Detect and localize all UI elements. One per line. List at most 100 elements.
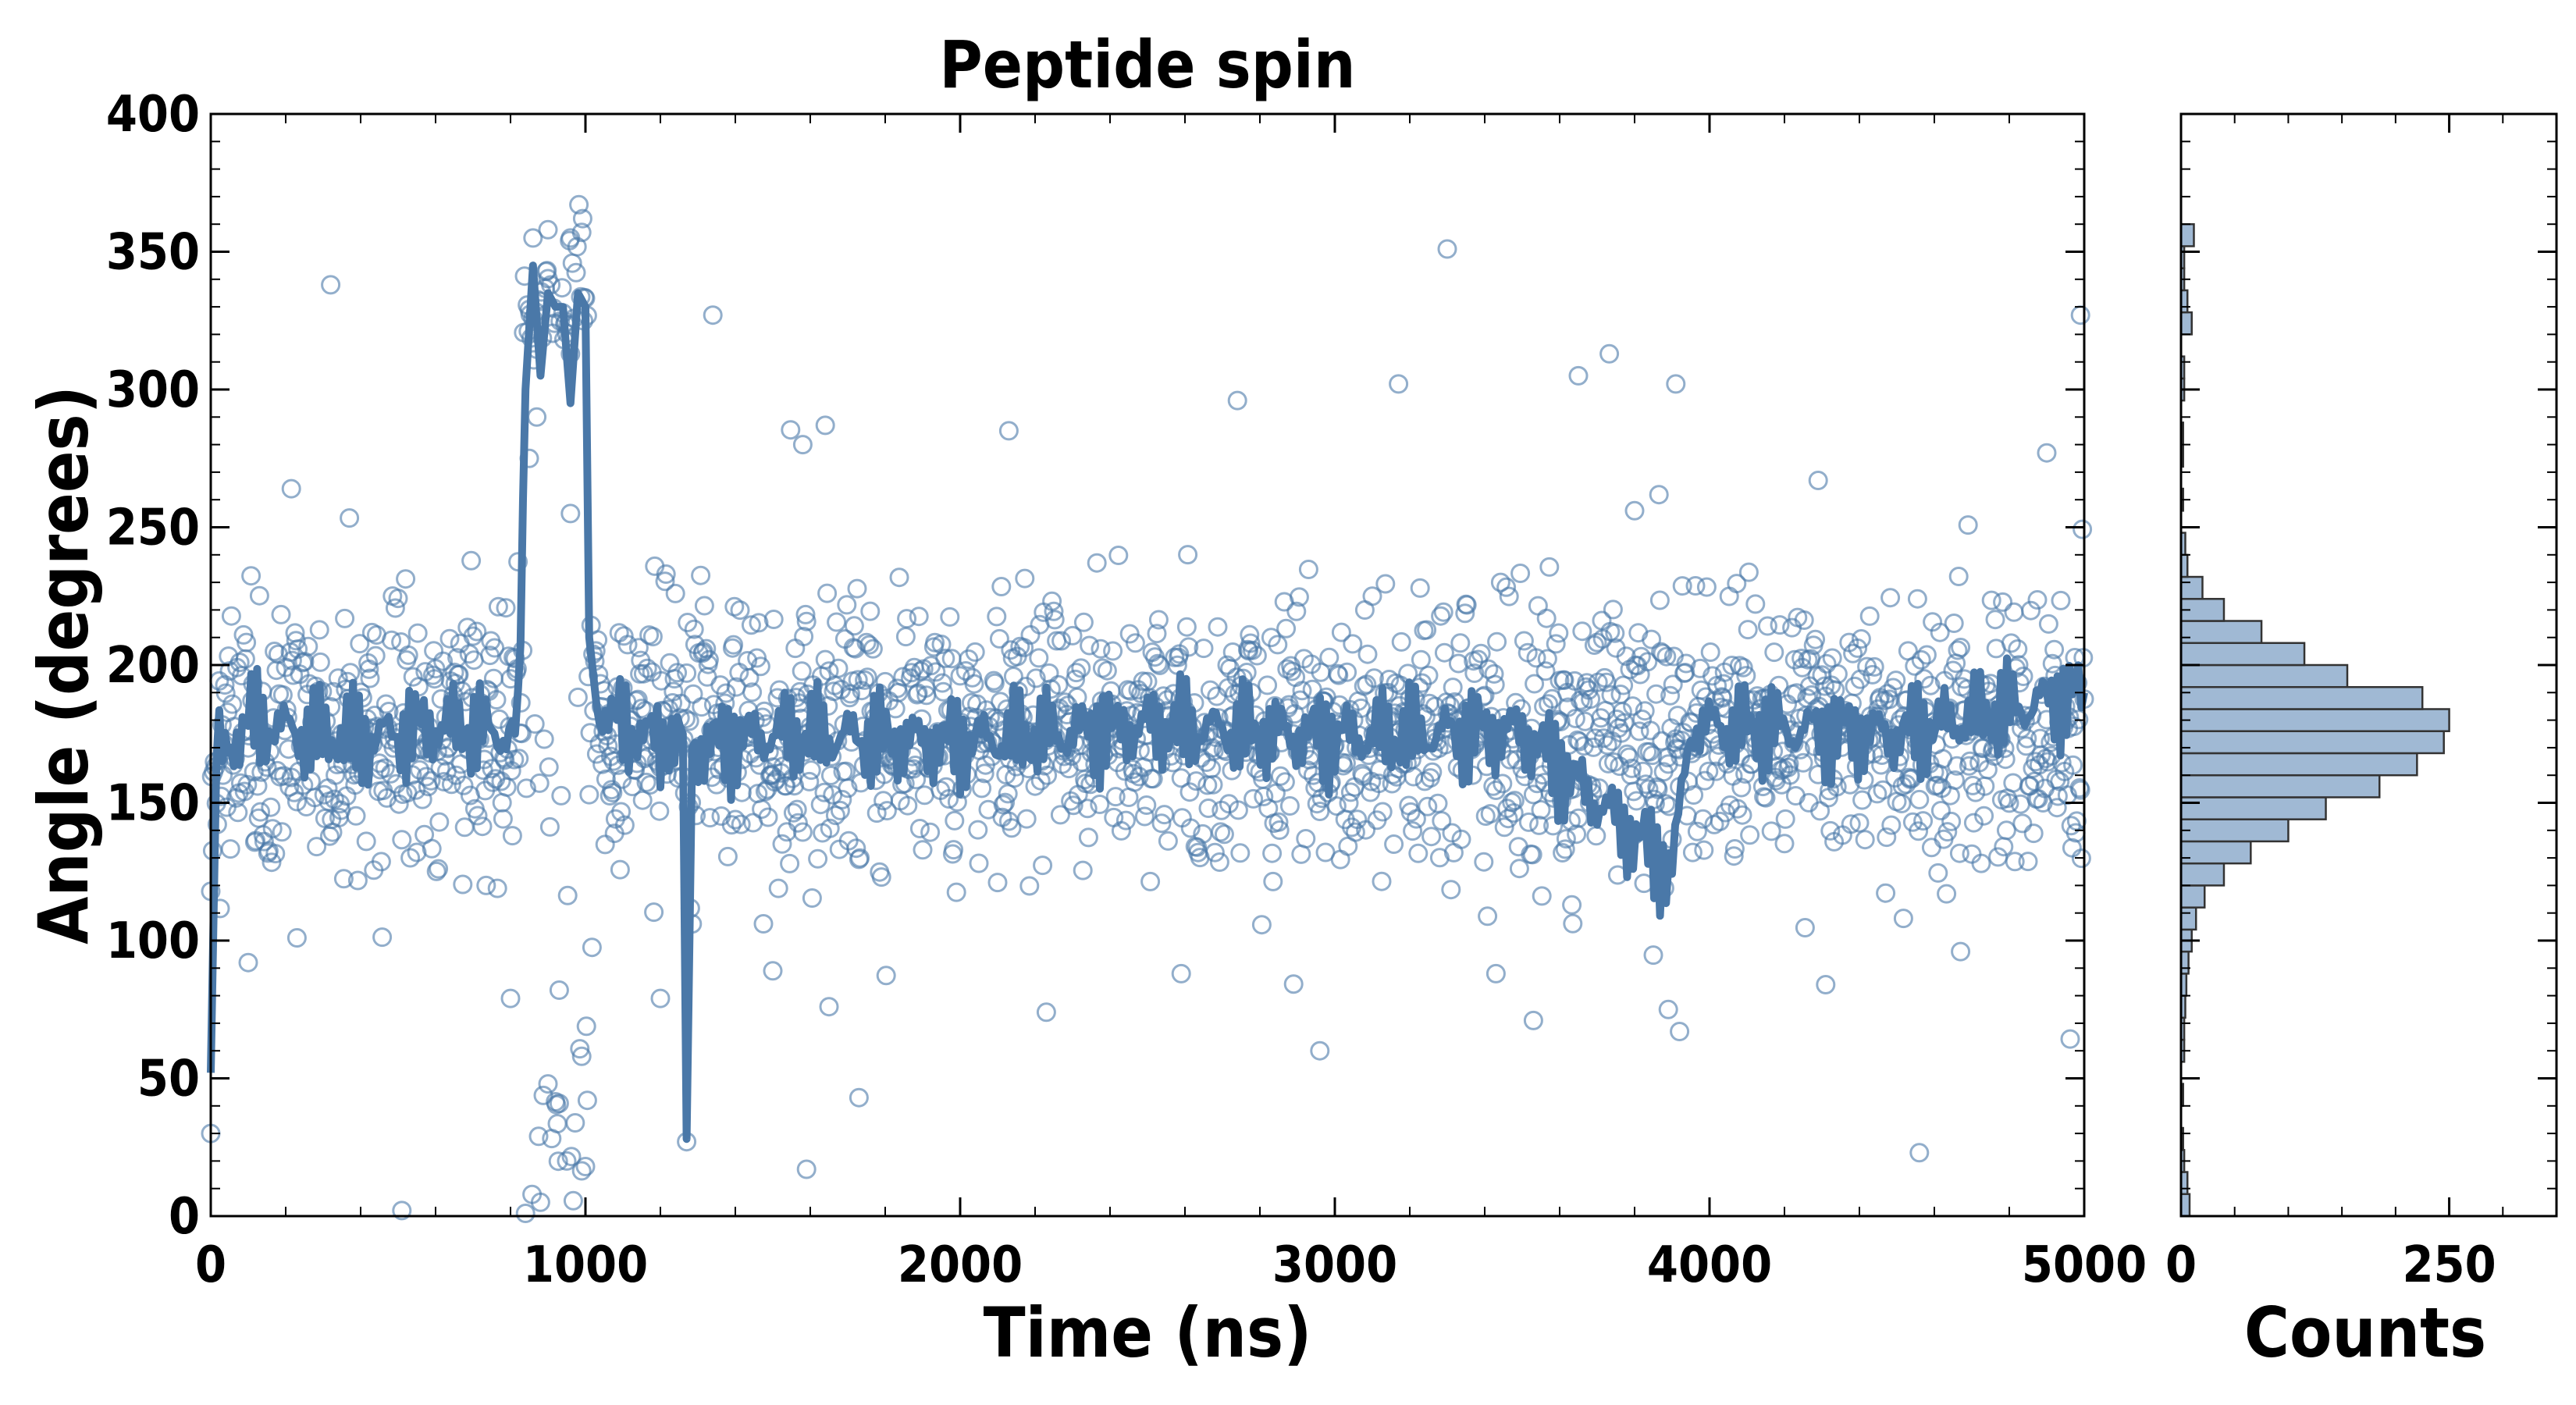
scatter-point (527, 407, 547, 427)
scatter-point (1685, 576, 1706, 596)
scatter-point (895, 627, 916, 647)
scatter-point (1487, 631, 1507, 652)
scatter-point (1484, 663, 1504, 684)
scatter-point (304, 788, 325, 808)
scatter-point (1643, 945, 1663, 966)
scatter-point (286, 791, 307, 812)
scatter-point (1740, 825, 1760, 845)
scatter-point (796, 1159, 817, 1179)
scatter-point (1893, 909, 1913, 929)
scatter-point (795, 604, 816, 624)
scatter-point (1036, 1002, 1056, 1023)
scatter-point (945, 810, 965, 831)
scatter-point (1649, 590, 1670, 610)
scatter-point (1713, 674, 1734, 694)
scatter-point (876, 966, 896, 986)
scatter-point (215, 675, 235, 695)
scatter-point (2042, 653, 2062, 674)
scatter-point (1015, 568, 1035, 589)
scatter-point (706, 774, 727, 795)
scatter-point (2051, 590, 2071, 610)
scatter-point (557, 885, 578, 905)
scatter-point (262, 852, 282, 873)
scatter-point (1738, 620, 1758, 640)
scatter-point (1930, 801, 1951, 820)
scatter-point (1433, 602, 1453, 622)
y-tick-label: 150 (106, 775, 200, 833)
scatter-point (683, 684, 703, 704)
hist-x-tick-label: 0 (2165, 1236, 2197, 1294)
scatter-point (1147, 624, 1167, 644)
scatter-point (1863, 664, 1883, 685)
scatter-point (261, 797, 281, 817)
scatter-point (1670, 1022, 1690, 1041)
scatter-point (321, 275, 341, 295)
scatter-point (2070, 780, 2090, 800)
scatter-point (814, 782, 834, 802)
scatter-point (1930, 622, 1950, 642)
scatter-point (1911, 649, 1931, 670)
scatter-point (1855, 830, 1875, 850)
scatter-point (488, 596, 508, 617)
scatter-point (1719, 586, 1739, 606)
scatter-point (557, 1151, 577, 1171)
scatter-point (2018, 852, 2038, 872)
scatter-point (523, 228, 543, 248)
scatter-point (398, 645, 418, 665)
scatter-point (819, 997, 839, 1017)
scatter-point (262, 819, 283, 839)
hist-x-tick-label: 250 (2402, 1236, 2496, 1294)
scatter-point (1549, 623, 1569, 643)
scatter-point (1731, 777, 1752, 798)
scatter-point (785, 638, 806, 659)
scatter-point (1816, 653, 1837, 674)
scatter-point (1761, 821, 1781, 841)
scatter-point (828, 658, 849, 678)
scatter-point (1553, 843, 1573, 863)
scatter-point (1499, 586, 1519, 606)
scatter-point (898, 795, 918, 816)
scatter-point (909, 606, 929, 627)
scatter-point (1663, 674, 1683, 695)
scatter-point (1522, 845, 1542, 865)
scatter-point (926, 662, 946, 682)
histogram-bar (2179, 222, 2195, 247)
histogram-bar (2179, 752, 2418, 777)
scatter-point (1851, 629, 1871, 649)
scatter-point (850, 848, 870, 868)
scatter-point (1592, 610, 1612, 631)
scatter-point (799, 771, 820, 791)
scatter-point (1700, 642, 1720, 662)
scatter-point (1525, 674, 1545, 694)
scatter-point (1406, 809, 1426, 829)
scatter-point (1171, 768, 1191, 788)
scatter-point (1178, 545, 1198, 565)
y-tick-label: 100 (106, 912, 200, 970)
scatter-point (763, 610, 784, 629)
scatter-point (1108, 546, 1129, 565)
scatter-point (392, 830, 412, 850)
scatter-point (1784, 734, 1804, 753)
scatter-point (909, 819, 930, 838)
scatter-point (396, 569, 416, 589)
scatter-point (525, 714, 545, 734)
scatter-point (1757, 616, 1777, 636)
scatter-point (1806, 629, 1826, 649)
x-tick-label: 4000 (1647, 1236, 1772, 1294)
scatter-point (2048, 786, 2068, 806)
scatter-point (1921, 838, 1941, 858)
scatter-point (1211, 822, 1231, 842)
scatter-point (1840, 774, 1860, 795)
scatter-point (493, 809, 513, 829)
scatter-point (249, 585, 269, 606)
scatter-point (310, 652, 330, 672)
hist-x-axis-label: Counts (2244, 1293, 2486, 1373)
scatter-point (1204, 842, 1225, 863)
scatter-point (1656, 794, 1676, 814)
scatter-point (350, 634, 370, 654)
scatter-point (346, 806, 366, 826)
scatter-point (1258, 675, 1278, 695)
scatter-point (1848, 638, 1868, 658)
scatter-point (1764, 642, 1784, 663)
scatter-point (561, 1147, 582, 1167)
